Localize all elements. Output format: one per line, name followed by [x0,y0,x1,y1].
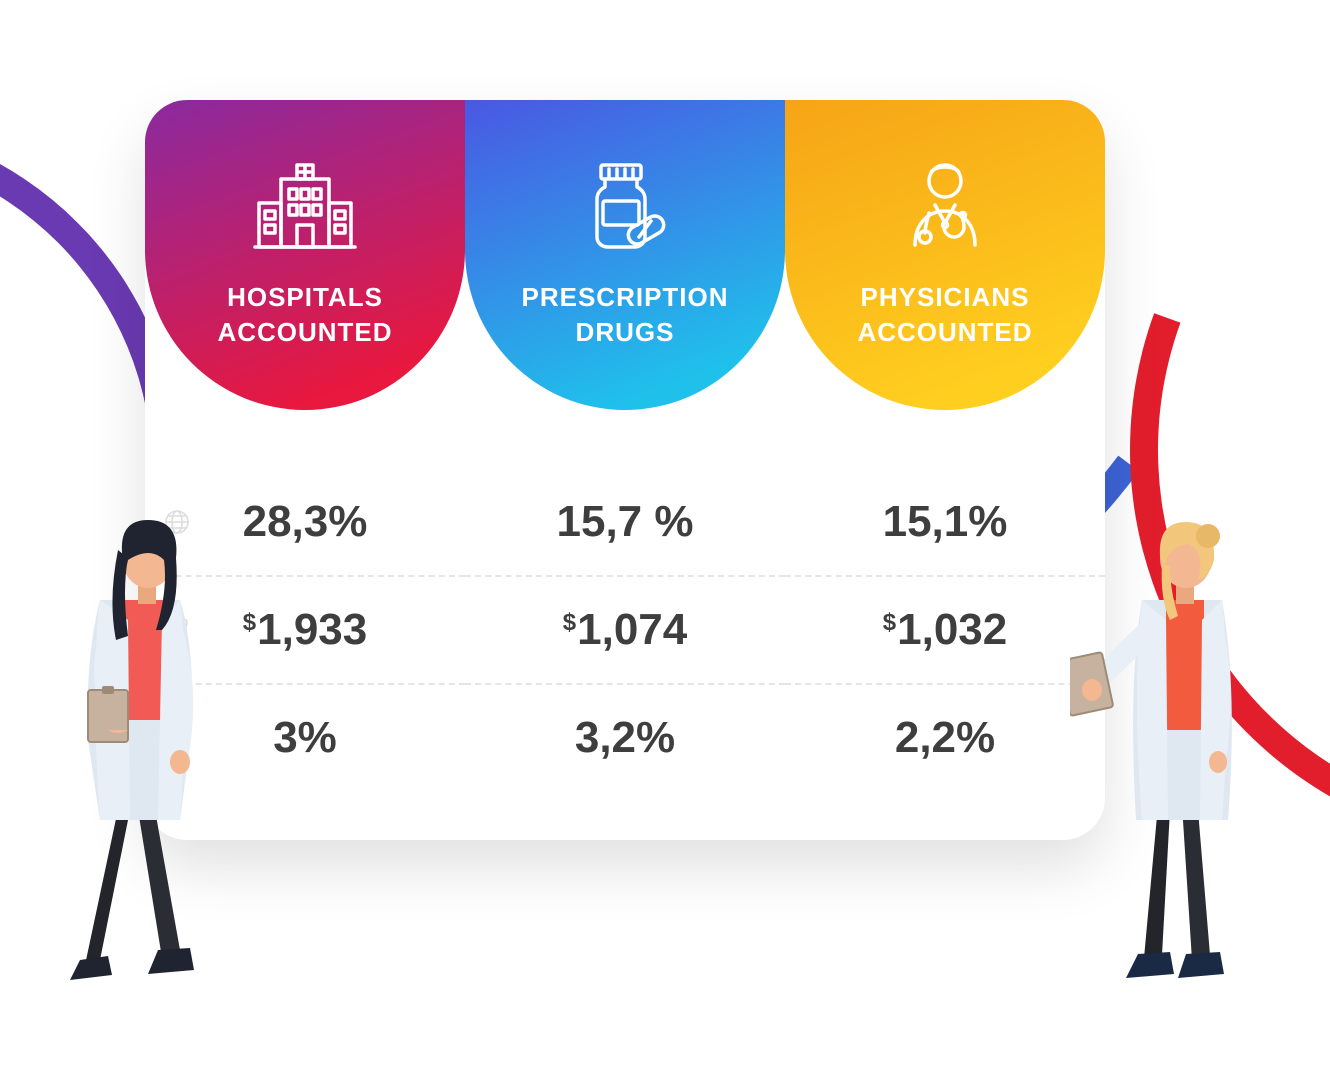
stat-value: 1,074 [577,605,687,654]
figure-left-doctor [30,480,260,1000]
stat-currency: $1,032 [785,575,1105,683]
stat-value: 15,1% [883,497,1008,546]
stat-growth: 2,2% [785,683,1105,791]
stat-value: 1,032 [897,605,1007,654]
header-title-physicians: PHYSICIANSACCOUNTED [857,280,1032,350]
header-physicians: PHYSICIANSACCOUNTED [785,100,1105,410]
stat-value: 28,3% [243,497,368,546]
title-text: HOSPITALSACCOUNTED [217,282,392,347]
stat-value: 15,7 % [557,497,694,546]
pill-bottle-icon [565,130,685,280]
comparison-card: HOSPITALSACCOUNTED 28,3% [145,100,1105,840]
header-title-hospitals: HOSPITALSACCOUNTED [217,280,392,350]
stat-value: 3,2% [575,713,675,762]
header-title-prescriptions: PRESCRIPTIONDRUGS [521,280,728,350]
dollar-sign: $ [563,609,576,636]
stat-growth: 3,2% [465,683,785,791]
stats-prescriptions: 15,7 % $1,074 3,2% [465,410,785,840]
stat-value: 3% [273,713,337,762]
title-text: PRESCRIPTIONDRUGS [521,282,728,347]
header-prescriptions: PRESCRIPTIONDRUGS [465,100,785,410]
figure-right-doctor [1070,480,1300,1000]
stats-physicians: 15,1% $1,032 2,2% [785,410,1105,840]
doctor-icon [885,130,1005,280]
title-text: PHYSICIANSACCOUNTED [857,282,1032,347]
header-hospitals: HOSPITALSACCOUNTED [145,100,465,410]
column-prescriptions: PRESCRIPTIONDRUGS 15,7 % $1,074 3,2% [465,100,785,840]
stat-percent: 15,7 % [465,469,785,575]
stat-value: 2,2% [895,713,995,762]
column-physicians: PHYSICIANSACCOUNTED 15,1% $1,032 2,2% [785,100,1105,840]
stat-percent: 15,1% [785,469,1105,575]
stat-value: 1,933 [257,605,367,654]
stat-currency: $1,074 [465,575,785,683]
dollar-sign: $ [883,609,896,636]
hospital-icon [245,130,365,280]
